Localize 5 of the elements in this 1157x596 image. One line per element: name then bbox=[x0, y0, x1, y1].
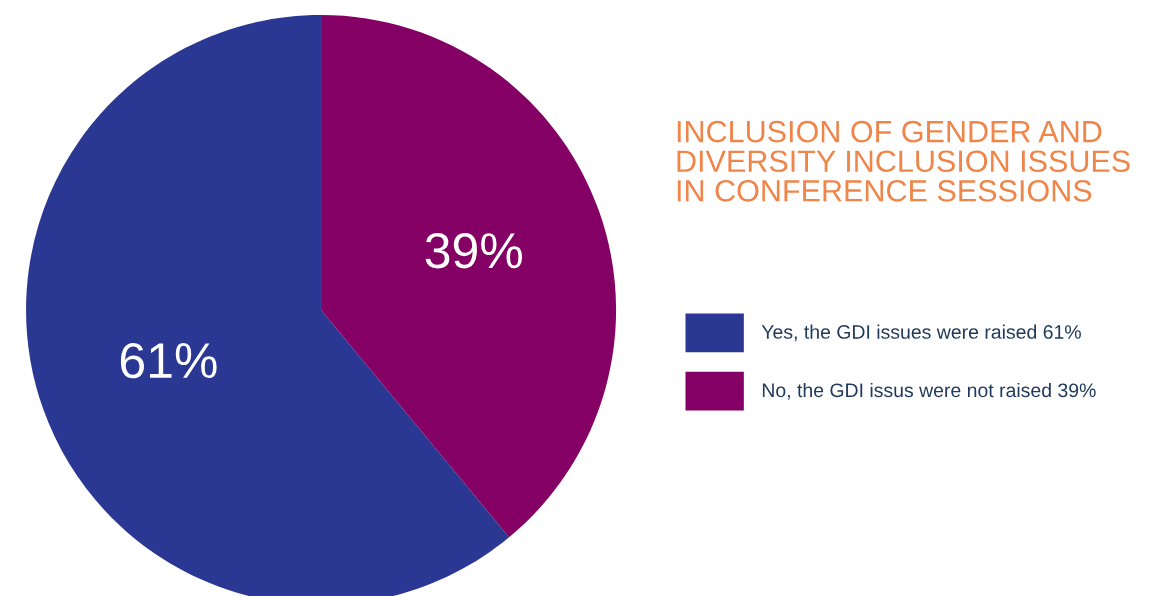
data-label: 61% bbox=[120, 342, 217, 379]
text: INCLUSION OF GENDER AND DIVERSITY INCLUSION ISSUES IN CONFERENCE SESSIONS bbox=[677, 120, 1130, 202]
legend-label: No, the GDI issus were not raised 39% bbox=[762, 382, 1096, 400]
data-label: 39% bbox=[425, 232, 522, 269]
legend-label: Yes, the GDI issues were raised 61% bbox=[761, 324, 1081, 342]
